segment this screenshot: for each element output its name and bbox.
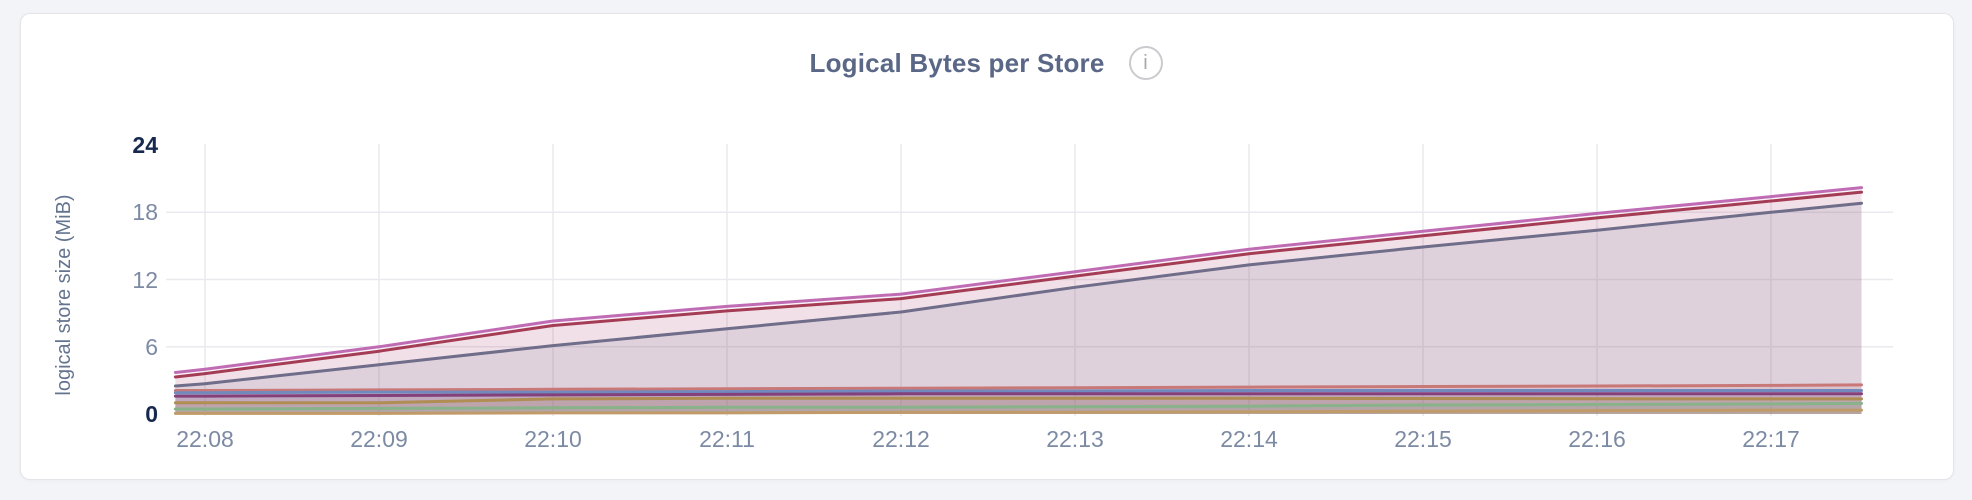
y-tick-label: 24 <box>132 132 158 158</box>
x-tick-label: 22:13 <box>1046 426 1104 452</box>
x-tick-label: 22:12 <box>872 426 930 452</box>
y-tick-label: 18 <box>132 199 158 225</box>
x-tick-label: 22:15 <box>1394 426 1452 452</box>
store-line-rising-crimson[interactable] <box>173 190 1863 379</box>
chart-title: Logical Bytes per Store <box>809 47 1105 78</box>
store-line-rising-pink[interactable] <box>173 186 1863 374</box>
store-line-rising-crimson-area <box>175 192 1862 414</box>
store-line-flat-blue[interactable] <box>173 389 1863 395</box>
chart-header: Logical Bytes per Store i <box>0 46 1972 80</box>
x-tick-label: 22:08 <box>176 426 234 452</box>
y-tick-label: 6 <box>145 334 158 360</box>
y-axis-title: logical store size (MiB) <box>53 194 75 396</box>
x-tick-label: 22:10 <box>524 426 582 452</box>
x-tick-label: 22:16 <box>1568 426 1626 452</box>
x-tick-label: 22:09 <box>350 426 408 452</box>
store-line-flat-gold[interactable] <box>173 396 1863 405</box>
y-tick-label: 0 <box>145 401 158 427</box>
info-icon[interactable]: i <box>1128 46 1163 80</box>
x-tick-label: 22:14 <box>1220 426 1278 452</box>
store-line-rising-slate-area <box>175 203 1862 414</box>
store-line-flat-salmon[interactable] <box>173 383 1863 392</box>
store-line-flat-green[interactable] <box>173 401 1863 411</box>
x-tick-label: 22:11 <box>699 426 755 452</box>
x-tick-label: 22:17 <box>1742 426 1800 452</box>
store-line-flat-tan[interactable] <box>173 408 1863 415</box>
store-line-rising-slate[interactable] <box>173 201 1863 388</box>
y-tick-label: 12 <box>132 267 158 293</box>
store-line-flat-magenta[interactable] <box>173 392 1863 398</box>
